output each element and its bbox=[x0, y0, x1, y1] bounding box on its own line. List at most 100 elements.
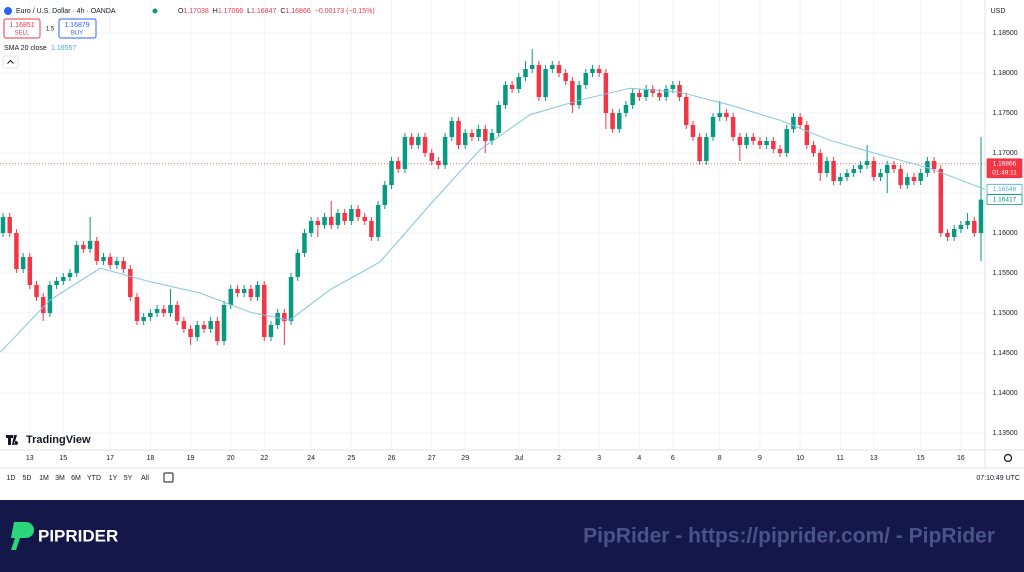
candle-body bbox=[831, 161, 836, 181]
range-button[interactable]: 6M bbox=[71, 475, 81, 482]
buy-price[interactable]: 1.16879 bbox=[64, 22, 89, 29]
candle-body bbox=[188, 329, 193, 337]
ohlc-values: O1.17038 H1.17066 L1.16847 C1.16866 −0.00173… bbox=[178, 8, 375, 15]
y-tick-label: 1.15000 bbox=[992, 310, 1017, 317]
x-tick-label: 20 bbox=[227, 455, 235, 462]
candle-body bbox=[704, 137, 709, 161]
range-button[interactable]: All bbox=[141, 475, 149, 482]
range-button[interactable]: 5D bbox=[23, 475, 32, 482]
candle-body bbox=[442, 137, 448, 165]
candle-body bbox=[931, 161, 937, 169]
price-badge-label: 1.16866 bbox=[993, 160, 1017, 167]
x-tick-label: 13 bbox=[26, 455, 34, 462]
candle-body bbox=[617, 113, 622, 129]
buy-label[interactable]: BUY bbox=[71, 31, 83, 37]
collapse-button[interactable] bbox=[2, 55, 19, 69]
candle-body bbox=[342, 213, 347, 221]
candle-body bbox=[570, 81, 575, 105]
candle-body bbox=[215, 321, 220, 341]
candle-body bbox=[20, 257, 26, 269]
x-tick-label: 11 bbox=[837, 455, 844, 462]
y-tick-label: 1.18500 bbox=[992, 30, 1017, 37]
candle-body bbox=[94, 241, 100, 261]
candle-body bbox=[925, 161, 930, 173]
sell-label[interactable]: SELL bbox=[15, 31, 30, 37]
candle-body bbox=[449, 121, 455, 137]
candle-body bbox=[101, 257, 106, 261]
sell-price[interactable]: 1.16851 bbox=[9, 22, 34, 29]
market-status bbox=[152, 8, 158, 14]
candle-body bbox=[154, 309, 160, 313]
candle-body bbox=[362, 217, 367, 221]
candle-body bbox=[54, 281, 59, 285]
candle-body bbox=[663, 89, 669, 97]
candle-body bbox=[248, 289, 254, 297]
candle-body bbox=[945, 233, 950, 237]
candle-body bbox=[536, 65, 542, 97]
candle-body bbox=[516, 77, 522, 89]
x-tick-label: 9 bbox=[758, 455, 762, 462]
candle-body bbox=[241, 289, 247, 293]
candle-body bbox=[744, 137, 749, 145]
candle-body bbox=[583, 73, 589, 85]
settings-icon[interactable] bbox=[1003, 453, 1013, 463]
y-tick-label: 1.18000 bbox=[992, 70, 1017, 77]
candle-body bbox=[951, 229, 957, 237]
candle-body bbox=[496, 105, 501, 133]
candle-body bbox=[302, 233, 307, 253]
x-tick-label: 19 bbox=[187, 455, 195, 462]
range-button[interactable]: 5Y bbox=[124, 475, 133, 482]
candle-body bbox=[878, 173, 883, 177]
candle-body bbox=[161, 309, 167, 313]
brand-icon bbox=[11, 522, 34, 550]
candle-body bbox=[623, 105, 629, 113]
candle-body bbox=[87, 241, 93, 249]
candle-body bbox=[717, 113, 722, 117]
candle-body bbox=[268, 325, 274, 337]
clock: 07:10:49 UTC bbox=[976, 475, 1020, 482]
candle-body bbox=[737, 137, 743, 145]
candle-body bbox=[730, 117, 736, 137]
calendar-icon[interactable] bbox=[163, 472, 174, 483]
buy-button[interactable] bbox=[58, 18, 97, 39]
x-tick-label: 24 bbox=[307, 455, 315, 462]
currency[interactable]: USD bbox=[991, 8, 1006, 15]
range-button[interactable]: 1Y bbox=[109, 475, 118, 482]
ohlc-value: 1.17038 bbox=[183, 8, 208, 15]
candle-body bbox=[134, 297, 140, 321]
candle-body bbox=[844, 173, 850, 177]
candle-body bbox=[275, 313, 280, 325]
candle-body bbox=[181, 321, 187, 329]
range-button[interactable]: 3M bbox=[55, 475, 65, 482]
candle-body bbox=[630, 93, 635, 105]
candle-body bbox=[563, 73, 568, 81]
candle-body bbox=[174, 305, 180, 321]
collapse-icon bbox=[7, 59, 14, 64]
candle-body bbox=[40, 297, 46, 313]
candle-body bbox=[804, 125, 810, 145]
candle-body bbox=[972, 221, 977, 233]
candle-body bbox=[503, 85, 508, 105]
x-tick-label: 3 bbox=[597, 455, 601, 462]
candle-body bbox=[389, 161, 394, 185]
symbol: Euro / U.S. Dollar · 4h · OANDA bbox=[16, 8, 116, 15]
candle-body bbox=[61, 277, 66, 281]
candle-body bbox=[208, 321, 213, 329]
candle-body bbox=[288, 277, 294, 321]
candle-body bbox=[590, 69, 595, 73]
candle-body bbox=[938, 169, 944, 233]
range-button[interactable]: YTD bbox=[87, 475, 101, 482]
candle-body bbox=[838, 177, 843, 181]
range-button[interactable]: 1M bbox=[39, 475, 49, 482]
candle-body bbox=[369, 221, 374, 237]
candle-body bbox=[67, 273, 73, 277]
sell-button[interactable] bbox=[3, 18, 41, 39]
candle-body bbox=[395, 161, 401, 169]
ohlc-value: 1.16847 bbox=[251, 8, 276, 15]
candle-body bbox=[864, 161, 870, 165]
x-tick-label: 15 bbox=[59, 455, 67, 462]
candle-body bbox=[771, 141, 776, 149]
range-button[interactable]: 1D bbox=[7, 475, 16, 482]
candle-body bbox=[7, 217, 12, 233]
candle-body bbox=[14, 233, 19, 269]
